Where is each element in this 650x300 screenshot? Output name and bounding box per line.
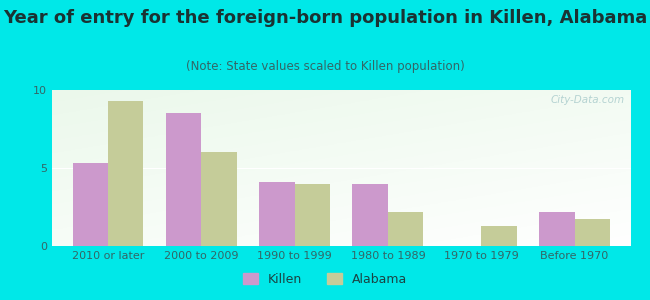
Bar bbox=[388, 212, 423, 246]
Bar bbox=[166, 113, 202, 246]
Bar bbox=[294, 184, 330, 246]
Bar bbox=[202, 152, 237, 246]
Bar bbox=[259, 182, 294, 246]
Bar bbox=[352, 184, 388, 246]
Bar bbox=[73, 163, 108, 246]
Bar bbox=[575, 220, 610, 246]
Bar bbox=[108, 101, 144, 246]
Bar bbox=[539, 212, 575, 246]
Text: (Note: State values scaled to Killen population): (Note: State values scaled to Killen pop… bbox=[186, 60, 464, 73]
Text: City-Data.com: City-Data.com bbox=[551, 95, 625, 105]
Legend: Killen, Alabama: Killen, Alabama bbox=[238, 268, 412, 291]
Bar bbox=[481, 226, 517, 246]
Text: Year of entry for the foreign-born population in Killen, Alabama: Year of entry for the foreign-born popul… bbox=[3, 9, 647, 27]
